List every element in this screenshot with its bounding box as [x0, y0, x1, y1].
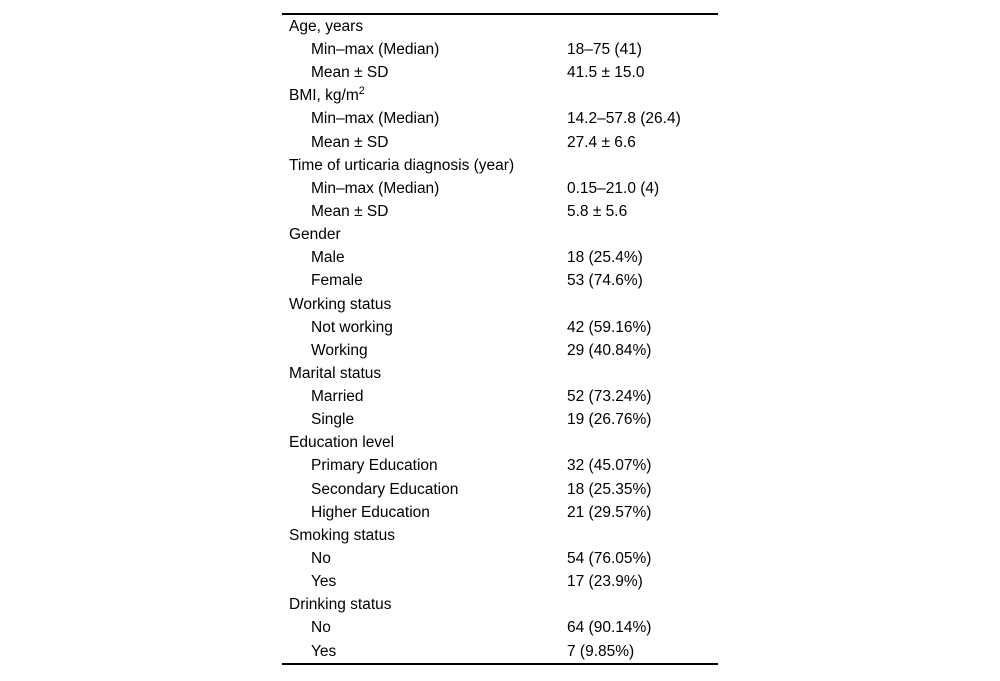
section-header-row: BMI, kg/m2 [282, 84, 718, 107]
table-row: Secondary Education 18 (25.35%) [282, 478, 718, 501]
row-value: 42 (59.16%) [567, 318, 652, 336]
table-row: Yes 17 (23.9%) [282, 570, 718, 593]
table-row: Mean ± SD 41.5 ± 15.0 [282, 61, 718, 84]
section-header-row: Working status [282, 293, 718, 316]
superscript: 2 [358, 85, 365, 98]
row-value: 41.5 ± 15.0 [567, 64, 645, 82]
row-value: 19 (26.76%) [567, 411, 652, 429]
row-value: 18 (25.35%) [567, 480, 652, 498]
row-label: Higher Education [311, 503, 430, 521]
row-label: Single [311, 411, 355, 429]
section-header-row: Drinking status [282, 594, 718, 617]
table-row: Higher Education 21 (29.57%) [282, 501, 718, 524]
row-label: No [311, 550, 331, 568]
row-label: Married [311, 388, 364, 406]
table-row: Mean ± SD 5.8 ± 5.6 [282, 200, 718, 223]
row-label: Primary Education [311, 457, 438, 475]
section-header-row: Time of urticaria diagnosis (year) [282, 154, 718, 177]
table-row: Primary Education 32 (45.07%) [282, 455, 718, 478]
row-label: Not working [311, 318, 393, 336]
row-label: Working [311, 341, 368, 359]
row-value: 0.15–21.0 (4) [567, 179, 660, 197]
row-value: 18 (25.4%) [567, 249, 643, 267]
section-header-label: Gender [289, 226, 341, 244]
table-row: Married 52 (73.24%) [282, 385, 718, 408]
section-header-row: Marital status [282, 362, 718, 385]
table-row: Min–max (Median) 14.2–57.8 (26.4) [282, 108, 718, 131]
row-value: 7 (9.85%) [567, 642, 635, 660]
table-row: Min–max (Median) 18–75 (41) [282, 38, 718, 61]
row-label: Min–max (Median) [311, 40, 440, 58]
section-header-row: Gender [282, 223, 718, 246]
table-row: Working 29 (40.84%) [282, 339, 718, 362]
section-header-label: Drinking status [289, 596, 392, 614]
row-value: 27.4 ± 6.6 [567, 133, 636, 151]
table-row: Single 19 (26.76%) [282, 408, 718, 431]
section-header-label: Time of urticaria diagnosis (year) [289, 156, 515, 174]
row-value: 21 (29.57%) [567, 503, 652, 521]
row-label: Mean ± SD [311, 202, 389, 220]
table-row: Female 53 (74.6%) [282, 270, 718, 293]
row-label: Mean ± SD [311, 64, 389, 82]
section-header-label: BMI, kg/m2 [289, 85, 365, 105]
section-header-row: Age, years [282, 15, 718, 38]
table-row: Min–max (Median) 0.15–21.0 (4) [282, 177, 718, 200]
table-body: Age, years Min–max (Median) 18–75 (41) Mean… [282, 15, 718, 663]
row-label: Min–max (Median) [311, 179, 440, 197]
section-header-label: Smoking status [289, 526, 395, 544]
row-value: 17 (23.9%) [567, 573, 643, 591]
row-value: 54 (76.05%) [567, 550, 652, 568]
row-label: Yes [311, 573, 337, 591]
row-value: 32 (45.07%) [567, 457, 652, 475]
table-row: Yes 7 (9.85%) [282, 640, 718, 663]
row-value: 14.2–57.8 (26.4) [567, 110, 681, 128]
row-label: Mean ± SD [311, 133, 389, 151]
row-label: Male [311, 249, 345, 267]
section-header-row: Smoking status [282, 524, 718, 547]
row-label: Yes [311, 642, 337, 660]
row-value: 52 (73.24%) [567, 388, 652, 406]
section-header-label: Education level [289, 434, 395, 452]
section-header-label: Age, years [289, 17, 364, 35]
table-row: No 54 (76.05%) [282, 547, 718, 570]
table-row: No 64 (90.14%) [282, 617, 718, 640]
row-value: 29 (40.84%) [567, 341, 652, 359]
row-label: No [311, 619, 331, 637]
row-label: Female [311, 272, 363, 290]
row-value: 5.8 ± 5.6 [567, 202, 628, 220]
table-row: Mean ± SD 27.4 ± 6.6 [282, 131, 718, 154]
section-header-label: Marital status [289, 364, 382, 382]
characteristics-table: Age, years Min–max (Median) 18–75 (41) Mean… [282, 13, 718, 665]
row-value: 18–75 (41) [567, 40, 642, 58]
row-label: Secondary Education [311, 480, 459, 498]
row-value: 64 (90.14%) [567, 619, 652, 637]
section-header-label: Working status [289, 295, 392, 313]
row-value: 53 (74.6%) [567, 272, 643, 290]
section-header-row: Education level [282, 432, 718, 455]
row-label: Min–max (Median) [311, 110, 440, 128]
table-row: Male 18 (25.4%) [282, 246, 718, 269]
table-row: Not working 42 (59.16%) [282, 316, 718, 339]
